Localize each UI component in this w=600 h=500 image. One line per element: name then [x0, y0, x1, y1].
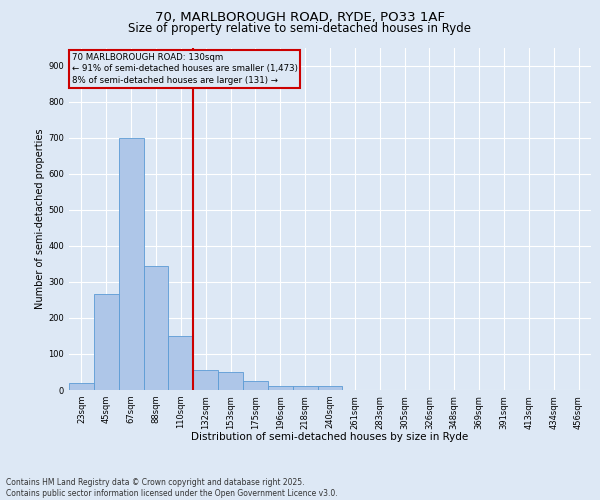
Bar [243, 381, 268, 390]
Text: 70, MARLBOROUGH ROAD, RYDE, PO33 1AF: 70, MARLBOROUGH ROAD, RYDE, PO33 1AF [155, 11, 445, 24]
Bar [293, 386, 317, 390]
Bar [143, 266, 169, 390]
Bar [218, 372, 243, 390]
Bar [169, 336, 193, 390]
Bar [268, 386, 293, 390]
Text: Size of property relative to semi-detached houses in Ryde: Size of property relative to semi-detach… [128, 22, 472, 35]
Bar [193, 370, 218, 390]
Bar [317, 386, 343, 390]
Text: 70 MARLBOROUGH ROAD: 130sqm
← 91% of semi-detached houses are smaller (1,473)
8%: 70 MARLBOROUGH ROAD: 130sqm ← 91% of sem… [71, 52, 298, 85]
Bar [69, 383, 94, 390]
X-axis label: Distribution of semi-detached houses by size in Ryde: Distribution of semi-detached houses by … [191, 432, 469, 442]
Bar [94, 294, 119, 390]
Bar [119, 138, 143, 390]
Y-axis label: Number of semi-detached properties: Number of semi-detached properties [35, 128, 46, 309]
Text: Contains HM Land Registry data © Crown copyright and database right 2025.
Contai: Contains HM Land Registry data © Crown c… [6, 478, 338, 498]
